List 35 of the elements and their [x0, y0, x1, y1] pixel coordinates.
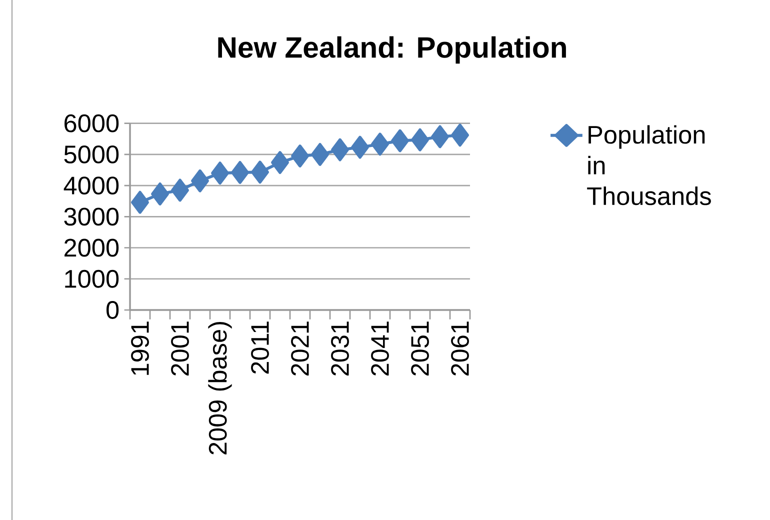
- point: [411, 128, 429, 152]
- y-tick-label: 0: [106, 301, 119, 319]
- legend-label: Population in Thousands: [587, 125, 711, 206]
- x-tick-label: 1991: [131, 322, 149, 375]
- x-tick-label: 2011: [251, 322, 269, 374]
- y-tick-label: 1000: [65, 270, 119, 288]
- point: [391, 129, 409, 152]
- point: [231, 161, 249, 184]
- point: [431, 125, 449, 148]
- point: [311, 142, 329, 166]
- y-tick-label: 3000: [64, 208, 119, 226]
- x-tick-label: 2001: [171, 322, 189, 376]
- x-tick-label: 2021: [291, 322, 309, 376]
- point: [151, 182, 169, 206]
- y-tick-label: 2000: [64, 238, 119, 257]
- y-tick-label: 4000: [64, 176, 119, 195]
- point: [251, 160, 269, 184]
- point: [291, 144, 309, 168]
- x-tick-label: 2041: [371, 322, 389, 376]
- x-tick-label: 2061: [451, 322, 469, 376]
- point: [131, 190, 149, 214]
- point: [451, 124, 469, 147]
- chart-title: New Zealand: Population: [218, 36, 566, 64]
- y-tick-label: 6000: [64, 114, 119, 132]
- x-tick-label: 2031: [331, 322, 349, 376]
- x-tick-label: 2051: [411, 322, 429, 376]
- point: [271, 151, 289, 174]
- point: [211, 162, 229, 185]
- point: [191, 169, 209, 192]
- point: [171, 178, 189, 202]
- x-tick-label: 2009 (base): [208, 322, 232, 454]
- point: [351, 136, 369, 159]
- point: [371, 132, 389, 156]
- y-tick-label: 5000: [64, 145, 119, 164]
- point: [331, 138, 349, 162]
